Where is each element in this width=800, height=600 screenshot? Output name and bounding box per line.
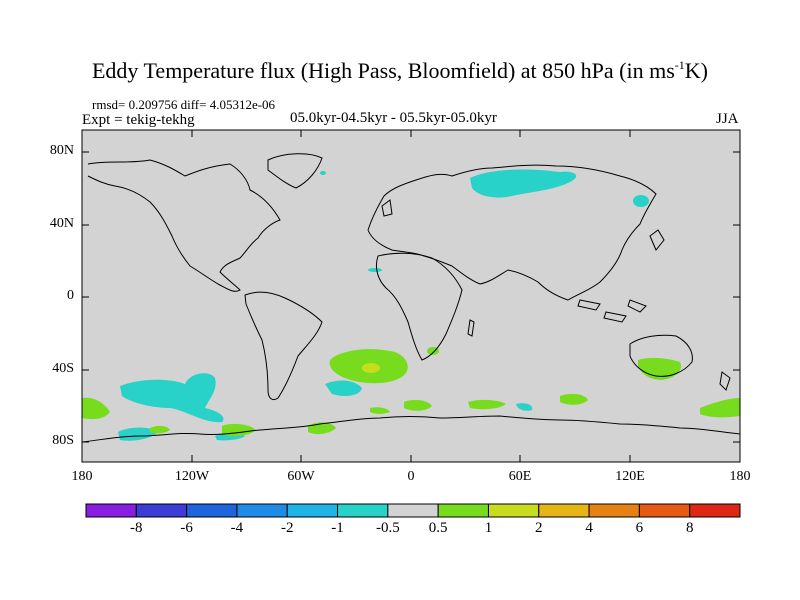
cyan-region-south-pacific	[120, 373, 224, 423]
colorbar-label: -4	[230, 520, 244, 536]
coastline-eurasia	[367, 164, 657, 301]
colorbar-label: 1	[484, 520, 493, 536]
yellow-region-south-atlantic	[362, 363, 380, 373]
cyan-region-southwest-atlantic	[325, 380, 362, 396]
colorbar-swatch	[689, 503, 741, 518]
colorbar-label: -6	[180, 520, 193, 536]
colorbar-swatch	[186, 503, 238, 518]
colorbar-label: 0.5	[428, 520, 448, 536]
coastline-indonesia	[577, 299, 647, 323]
colorbar-swatch	[135, 503, 188, 518]
lon-label-60w: 60W	[287, 469, 315, 484]
lat-label-40s: 40S	[52, 361, 74, 376]
season-label: JJA	[716, 111, 739, 127]
cyan-region-siberia	[470, 169, 577, 198]
lon-label-120e: 120E	[615, 469, 645, 484]
colorbar-swatch	[85, 503, 137, 518]
experiment-label: Expt = tekig-tekhg	[82, 112, 195, 128]
green-region-south-indian-ocean	[560, 393, 588, 405]
cyan-region-gibraltar	[368, 268, 382, 272]
cyan-region-arctic-small	[320, 171, 326, 175]
green-region-east-edge	[700, 398, 740, 418]
axis-ticks	[81, 130, 741, 462]
colorbar-swatch	[236, 503, 288, 518]
green-region-southern-ocean-2	[468, 399, 506, 410]
lat-label-40n: 40N	[49, 216, 74, 231]
coastline-antarctica	[82, 415, 740, 443]
coastline-new-zealand	[719, 371, 731, 391]
coastline-australia	[629, 334, 693, 377]
green-region-west-edge	[82, 397, 110, 420]
colorbar-swatch	[337, 503, 389, 518]
lat-label-80n: 80N	[49, 143, 74, 158]
anomaly-regions	[82, 169, 740, 441]
colorbar-swatch	[286, 503, 339, 518]
colorbar-label: 4	[585, 520, 593, 536]
green-region-southern-ocean-3	[370, 407, 390, 414]
coastline-british-isles	[381, 199, 393, 217]
colorbar-label: -0.5	[375, 520, 400, 536]
colorbar-swatch	[588, 503, 640, 518]
green-region-southern-ocean-1	[404, 399, 432, 411]
lat-label-0: 0	[67, 288, 74, 303]
lon-label-180w: 180	[71, 469, 93, 484]
coastline-japan	[649, 229, 665, 251]
colorbar-swatch	[638, 503, 691, 518]
period-label: 05.0kyr-04.5kyr - 05.5kyr-05.0kyr	[290, 110, 497, 126]
coastline-south-america	[244, 291, 323, 401]
colorbar-swatch	[387, 503, 439, 518]
lon-label-60e: 60E	[508, 469, 532, 484]
coastline-africa	[375, 252, 463, 361]
colorbar-label: -8	[130, 520, 143, 536]
lon-label-120w: 120W	[174, 469, 210, 484]
colorbar-label: -1	[331, 520, 344, 536]
colorbar-swatch	[538, 503, 590, 518]
colorbar-label: 6	[635, 520, 644, 536]
cyan-region-southern-ocean-east	[516, 403, 533, 411]
coastline-greenland	[267, 153, 323, 189]
colorbar-label: 2	[535, 520, 543, 536]
cyan-region-antarctic-pacific	[118, 427, 158, 441]
green-region-amundsen-sea	[150, 425, 170, 434]
colorbar-label: 8	[685, 520, 694, 536]
coastline-madagascar	[467, 319, 475, 337]
map-background	[82, 130, 740, 462]
colorbar-swatch	[437, 503, 489, 518]
coastline-north-america	[87, 159, 281, 292]
colorbar-label: -2	[280, 520, 294, 536]
cyan-region-north-pacific	[633, 195, 649, 207]
lat-label-80s: 80S	[52, 433, 74, 448]
lon-label-180e: 180	[729, 469, 751, 484]
lon-label-0: 0	[407, 469, 415, 484]
colorbar	[85, 503, 741, 518]
map-title: Eddy Temperature flux (High Pass, Bloomf…	[91, 58, 708, 83]
coastlines	[82, 153, 740, 443]
colorbar-swatch	[487, 503, 540, 518]
rmsd-diff-stats: rmsd= 0.209756 diff= 4.05312e-06	[92, 97, 276, 112]
